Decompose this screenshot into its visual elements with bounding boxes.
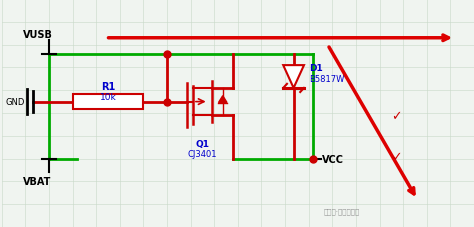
Polygon shape xyxy=(283,66,304,89)
Text: Q1: Q1 xyxy=(195,139,210,148)
Text: VUSB: VUSB xyxy=(23,30,53,40)
Text: 10k: 10k xyxy=(100,92,117,101)
Bar xyxy=(73,95,144,109)
Text: VBAT: VBAT xyxy=(23,176,51,186)
Text: VCC: VCC xyxy=(322,154,344,164)
Text: GND: GND xyxy=(5,98,24,107)
Text: D1: D1 xyxy=(309,63,322,72)
Text: 公众号·硬件攻城狮: 公众号·硬件攻城狮 xyxy=(324,207,360,214)
Text: ✓: ✓ xyxy=(391,109,401,122)
Polygon shape xyxy=(219,96,227,103)
Text: R1: R1 xyxy=(101,81,115,91)
Text: ✓: ✓ xyxy=(391,150,401,163)
Text: B5817W: B5817W xyxy=(309,75,344,84)
Text: CJ3401: CJ3401 xyxy=(188,149,217,158)
